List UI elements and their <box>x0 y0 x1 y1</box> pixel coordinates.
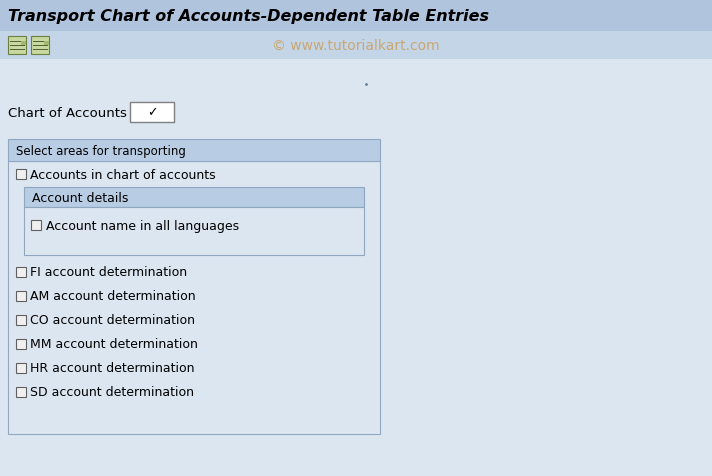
Bar <box>16 291 26 301</box>
Bar <box>8 37 26 55</box>
Text: HR account determination: HR account determination <box>30 362 194 375</box>
Bar <box>130 103 174 123</box>
Text: © www.tutorialkart.com: © www.tutorialkart.com <box>272 39 440 53</box>
Bar <box>16 315 26 325</box>
Bar <box>16 387 26 397</box>
Text: ✓: ✓ <box>147 106 157 119</box>
Text: Transport Chart of Accounts-Dependent Table Entries: Transport Chart of Accounts-Dependent Ta… <box>8 9 489 23</box>
Bar <box>24 188 364 208</box>
Text: AM account determination: AM account determination <box>30 290 196 303</box>
Text: Select areas for transporting: Select areas for transporting <box>16 144 186 157</box>
Text: Accounts in chart of accounts: Accounts in chart of accounts <box>30 168 216 181</box>
Bar <box>8 162 380 434</box>
Text: Chart of Accounts: Chart of Accounts <box>8 106 127 119</box>
Bar <box>0 0 712 32</box>
Bar <box>16 169 26 179</box>
Text: Account details: Account details <box>32 191 128 204</box>
Bar <box>21 42 26 46</box>
Bar <box>8 140 380 162</box>
Text: MM account determination: MM account determination <box>30 338 198 351</box>
Bar <box>0 32 712 60</box>
Text: FI account determination: FI account determination <box>30 266 187 279</box>
Text: SD account determination: SD account determination <box>30 386 194 399</box>
Bar <box>31 220 41 230</box>
Text: Account name in all languages: Account name in all languages <box>46 219 239 232</box>
Bar <box>16 339 26 349</box>
Bar <box>44 42 49 46</box>
Bar <box>31 37 49 55</box>
Bar <box>16 268 26 278</box>
Bar <box>24 208 364 256</box>
Text: CO account determination: CO account determination <box>30 314 195 327</box>
Bar <box>16 363 26 373</box>
